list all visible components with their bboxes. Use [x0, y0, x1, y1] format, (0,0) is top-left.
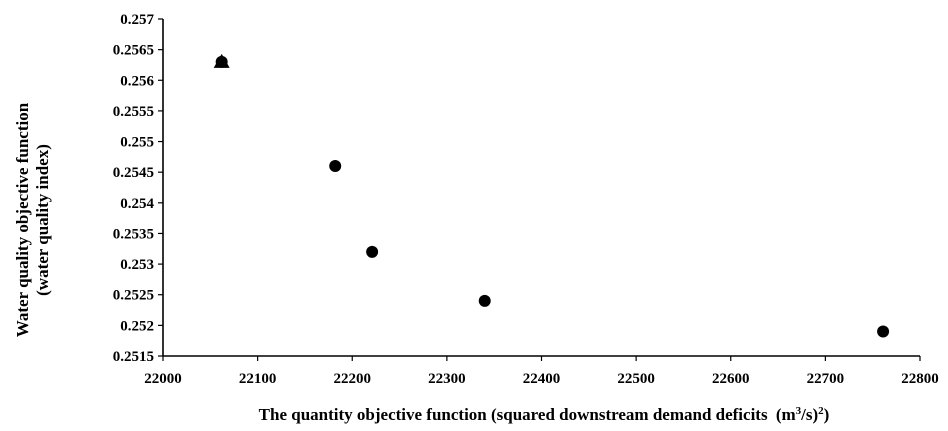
superscript: 2	[818, 405, 824, 417]
superscript: 3	[796, 405, 802, 417]
y-tick-label: 0.257	[120, 12, 154, 28]
data-points	[213, 53, 890, 338]
x-tick-label: 22300	[428, 371, 466, 387]
x-tick-label: 22000	[144, 371, 182, 387]
y-axis-title-line1: Water quality objective function	[13, 102, 32, 337]
y-tick-label: 0.2515	[113, 349, 154, 365]
unit-text: (m	[776, 405, 796, 424]
triangle-point	[213, 53, 230, 68]
x-tick-label: 22500	[617, 371, 655, 387]
x-tick-label: 22700	[807, 371, 845, 387]
x-tick-label: 22800	[901, 371, 939, 387]
y-tick-label: 0.2565	[113, 43, 154, 59]
circle-point	[478, 294, 491, 307]
y-tick-label: 0.2555	[113, 104, 154, 120]
y-tick-label: 0.253	[120, 257, 154, 273]
y-axis-title-line2: (water quality index)	[33, 144, 52, 296]
x-tick-label: 22400	[523, 371, 561, 387]
y-tick-label: 0.256	[120, 73, 154, 89]
x-axis-title-unit: (m3/s)2)	[776, 405, 830, 424]
x-tick-label: 22100	[239, 371, 277, 387]
circle-point	[877, 325, 890, 338]
x-axis-title: The quantity objective function (squared…	[259, 405, 830, 424]
y-tick-label: 0.252	[120, 318, 154, 334]
unit-text: )	[824, 405, 830, 424]
y-axis-ticks: 0.2515 0.252 0.2525 0.253 0.2535 0.254 0.2545 0…	[113, 12, 163, 365]
y-tick-label: 0.2535	[113, 226, 154, 242]
x-tick-label: 22600	[712, 371, 750, 387]
y-tick-label: 0.2525	[113, 288, 154, 304]
y-tick-label: 0.254	[120, 196, 154, 212]
y-tick-label: 0.2545	[113, 165, 154, 181]
x-axis-title-main: The quantity objective function (squared…	[259, 405, 768, 424]
circle-point	[329, 160, 342, 173]
x-axis-ticks: 22000 22100 22200 22300 22400 22500 22600 22700…	[144, 356, 939, 387]
unit-text: /s)	[800, 405, 818, 424]
y-tick-label: 0.255	[120, 135, 154, 151]
x-tick-label: 22200	[334, 371, 372, 387]
circle-point	[366, 245, 379, 258]
